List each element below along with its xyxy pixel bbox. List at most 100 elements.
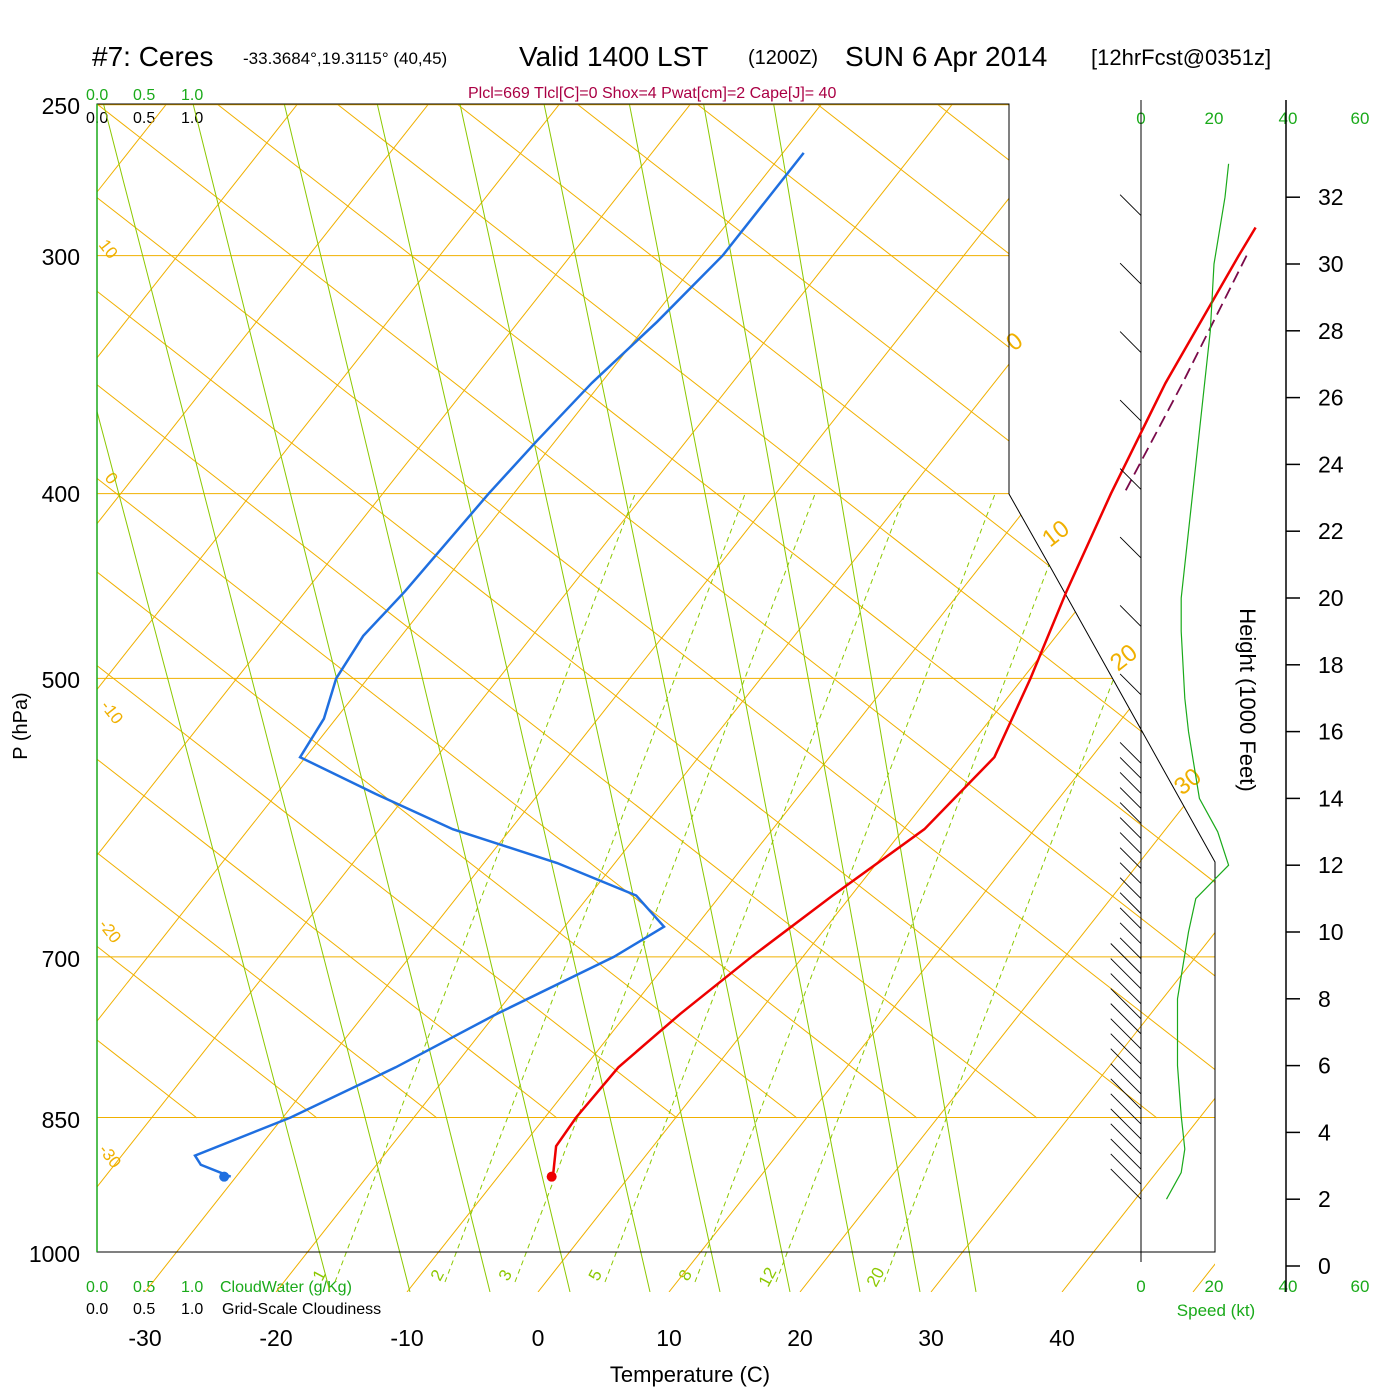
isotherm-line (97, 104, 963, 1292)
isotherm-line (930, 104, 1215, 1292)
cloudwater-scale-1: 0.5 (133, 87, 155, 104)
clipped-grid (97, 104, 1400, 1292)
dry-adiabat-line (97, 104, 558, 1119)
wind-barb (1119, 892, 1142, 914)
moist-adiabat-line (771, 104, 977, 1292)
mr-label-5: 5 (585, 1267, 606, 1284)
wind-barb (1119, 802, 1142, 824)
mixing-ratio-line (604, 493, 906, 1283)
cloudwater-bottom-1: 0.5 (133, 1279, 155, 1296)
wind-barb (1119, 922, 1142, 945)
dry-adiabat-line (336, 104, 1215, 1119)
wind-barb (1110, 973, 1142, 1005)
wind-speed-line (1165, 163, 1230, 1200)
isotherm-line (799, 104, 1215, 1292)
temperature-surface-point (546, 1171, 557, 1182)
wind-barb (1119, 399, 1142, 422)
isotherm-line (537, 104, 1215, 1292)
isotherm-line (1192, 104, 1215, 1292)
wind-barb (1110, 1048, 1142, 1080)
wind-barb (1110, 988, 1142, 1020)
moist-adiabat-line (189, 104, 491, 1292)
p-tick-250: 250 (42, 93, 80, 119)
wind-barb (1110, 1018, 1142, 1050)
height-tick-label: 0 (1318, 1253, 1331, 1279)
t-tick-10: 10 (656, 1325, 682, 1351)
temperature-line (551, 226, 1257, 1176)
cloudiness-bottom-1: 0.5 (133, 1301, 155, 1318)
isotherm-line (1061, 104, 1215, 1292)
isotherm-labels-right: 0 10 20 30 (1001, 327, 1207, 801)
wind-barb (1110, 1033, 1142, 1065)
speed-bottom-0: 0 (1136, 1277, 1145, 1296)
isotherm-label-m10: -10 (97, 697, 127, 728)
isotherm-rlabel-30: 30 (1169, 763, 1207, 801)
cloud-scale-top: 0.0 0.5 1.0 0.0 0.5 1.0 (86, 87, 203, 127)
height-tick-label: 24 (1318, 451, 1344, 477)
wind-barb (1119, 331, 1142, 353)
wind-barb (1119, 862, 1142, 884)
cloudwater-bottom-2: 1.0 (181, 1279, 203, 1296)
dry-adiabat-line (97, 104, 918, 1119)
isotherm-line (144, 104, 1094, 1292)
dewpoint-line (193, 152, 805, 1178)
sounding-data (193, 152, 1257, 1182)
wind-barb (1110, 943, 1142, 975)
wind-barb (1119, 536, 1142, 559)
wind-barb (1119, 847, 1142, 869)
grid-layer (97, 104, 1400, 1292)
mixing-ratio-line (694, 493, 996, 1283)
wind-barb (1119, 262, 1142, 285)
wind-barb (1119, 907, 1142, 929)
cloudwater-scale-2: 1.0 (181, 87, 203, 104)
isotherm-rlabel-0: 0 (1001, 327, 1028, 357)
t-tick-40: 40 (1049, 1325, 1075, 1351)
cloudiness-bottom-2: 1.0 (181, 1301, 203, 1318)
wind-barb (1119, 673, 1142, 696)
p-tick-700: 700 (42, 946, 80, 972)
station-title: #7: Ceres (92, 41, 213, 72)
speed-top-40: 40 (1279, 109, 1298, 128)
wind-barb (1119, 817, 1142, 839)
cloudiness-bottom-0: 0.0 (86, 1301, 108, 1318)
height-tick-label: 16 (1318, 719, 1344, 745)
wind-barb (1119, 757, 1142, 779)
dry-adiabat-line (1297, 104, 1400, 1118)
isotherm-line (275, 104, 1215, 1292)
wind-barb (1110, 1078, 1142, 1110)
wind-barb (1119, 194, 1142, 216)
speed-tick-labels: 0 20 40 60 0 20 40 60 (1136, 109, 1369, 1296)
isotherm-label-m30: -30 (95, 1141, 125, 1172)
mixing-ratio-line (514, 493, 816, 1283)
cloudwater-label: CloudWater (g/Kg) (220, 1279, 352, 1296)
moist-adiabat-line (541, 104, 791, 1292)
height-tick-label: 18 (1318, 652, 1344, 678)
wind-barb (1110, 1168, 1142, 1200)
speed-bottom-20: 20 (1205, 1277, 1224, 1296)
height-tick-label: 22 (1318, 518, 1344, 544)
dry-adiabat-line (816, 104, 1215, 1119)
dry-adiabat-line (97, 104, 1038, 1119)
moist-adiabat-line (97, 104, 331, 1292)
moist-adiabat-line (99, 104, 411, 1292)
cloudiness-scale-1: 0.5 (133, 110, 155, 127)
p-tick-300: 300 (42, 244, 80, 270)
wind-barb (1119, 742, 1142, 764)
t-tick-m10: -10 (390, 1325, 423, 1351)
wind-barb (1119, 772, 1142, 794)
cloudiness-label: Grid-Scale Cloudiness (222, 1301, 381, 1318)
speed-axis-label: Speed (kt) (1177, 1301, 1255, 1320)
height-tick-label: 2 (1318, 1186, 1331, 1212)
height-tick-label: 14 (1318, 785, 1344, 811)
dry-adiabat-line (1176, 104, 1215, 1119)
valid-date: SUN 6 Apr 2014 (845, 41, 1047, 72)
p-tick-1000: 1000 (29, 1241, 80, 1267)
x-axis-label: Temperature (C) (610, 1362, 770, 1387)
height-tick-label: 8 (1318, 986, 1331, 1012)
cloud-scale-bottom: 0.0 0.5 1.0 CloudWater (g/Kg) 0.0 0.5 1.… (86, 1279, 381, 1318)
mixing-ratio-line (444, 493, 746, 1283)
speed-bottom-60: 60 (1351, 1277, 1370, 1296)
isotherm-line (97, 104, 701, 1292)
